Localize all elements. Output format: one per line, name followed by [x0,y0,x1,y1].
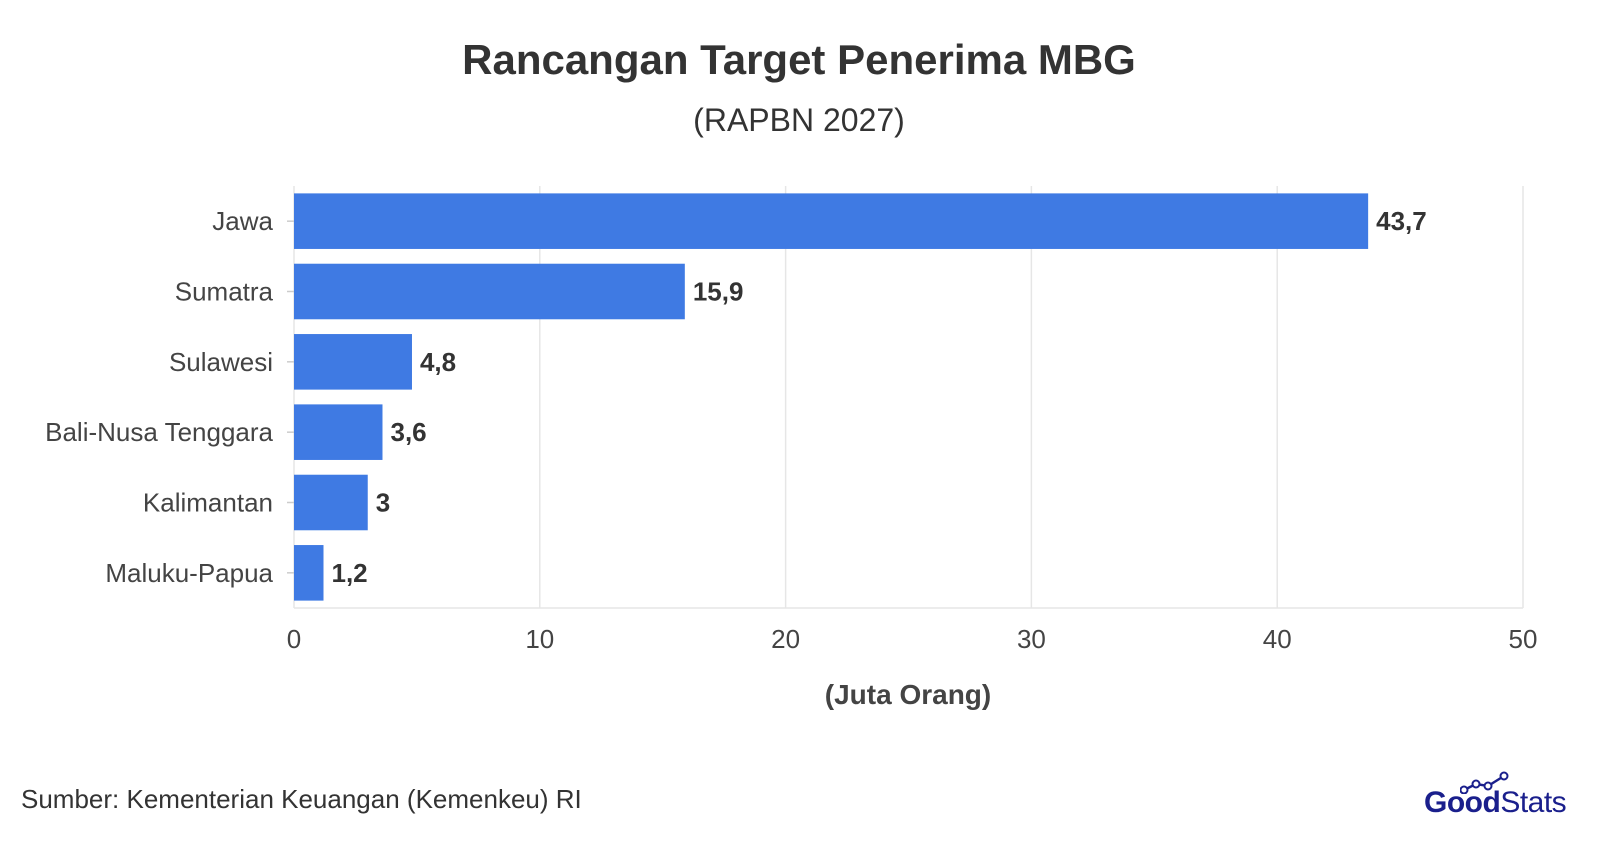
data-label-2: 4,8 [420,347,456,377]
category-label-4: Kalimantan [143,488,273,518]
bar-2 [294,334,412,390]
data-label-1: 15,9 [693,277,744,307]
category-label-3: Bali-Nusa Tenggara [45,417,273,447]
bar-3 [294,404,383,460]
x-tick-label-1: 10 [525,624,554,654]
source-note: Sumber: Kementerian Keuangan (Kemenkeu) … [21,784,582,814]
logo-stats-text: Stats [1500,786,1567,819]
goodstats-logo: GoodStats [1424,770,1584,830]
category-label-0: Jawa [212,206,273,236]
bar-5 [294,545,324,601]
x-tick-label-4: 40 [1263,624,1292,654]
x-tick-label-2: 20 [771,624,800,654]
category-label-2: Sulawesi [169,347,273,377]
category-label-5: Maluku-Papua [105,558,273,588]
x-axis-label: (Juta Orang) [825,679,991,710]
chart-title: Rancangan Target Penerima MBG [462,36,1136,83]
bar-1 [294,263,685,320]
data-label-4: 3 [376,488,390,518]
logo-good-text: Good [1424,786,1501,819]
bar-4 [294,474,368,531]
bar-0 [294,193,1369,249]
x-tick-label-3: 30 [1017,624,1046,654]
chart-subtitle: (RAPBN 2027) [693,102,905,138]
data-label-3: 3,6 [390,417,426,447]
category-label-1: Sumatra [175,277,274,307]
trend-line-icon [1460,771,1509,794]
data-label-5: 1,2 [331,558,367,588]
x-tick-label-0: 0 [287,624,301,654]
x-tick-label-5: 50 [1509,624,1538,654]
data-label-0: 43,7 [1376,206,1427,236]
